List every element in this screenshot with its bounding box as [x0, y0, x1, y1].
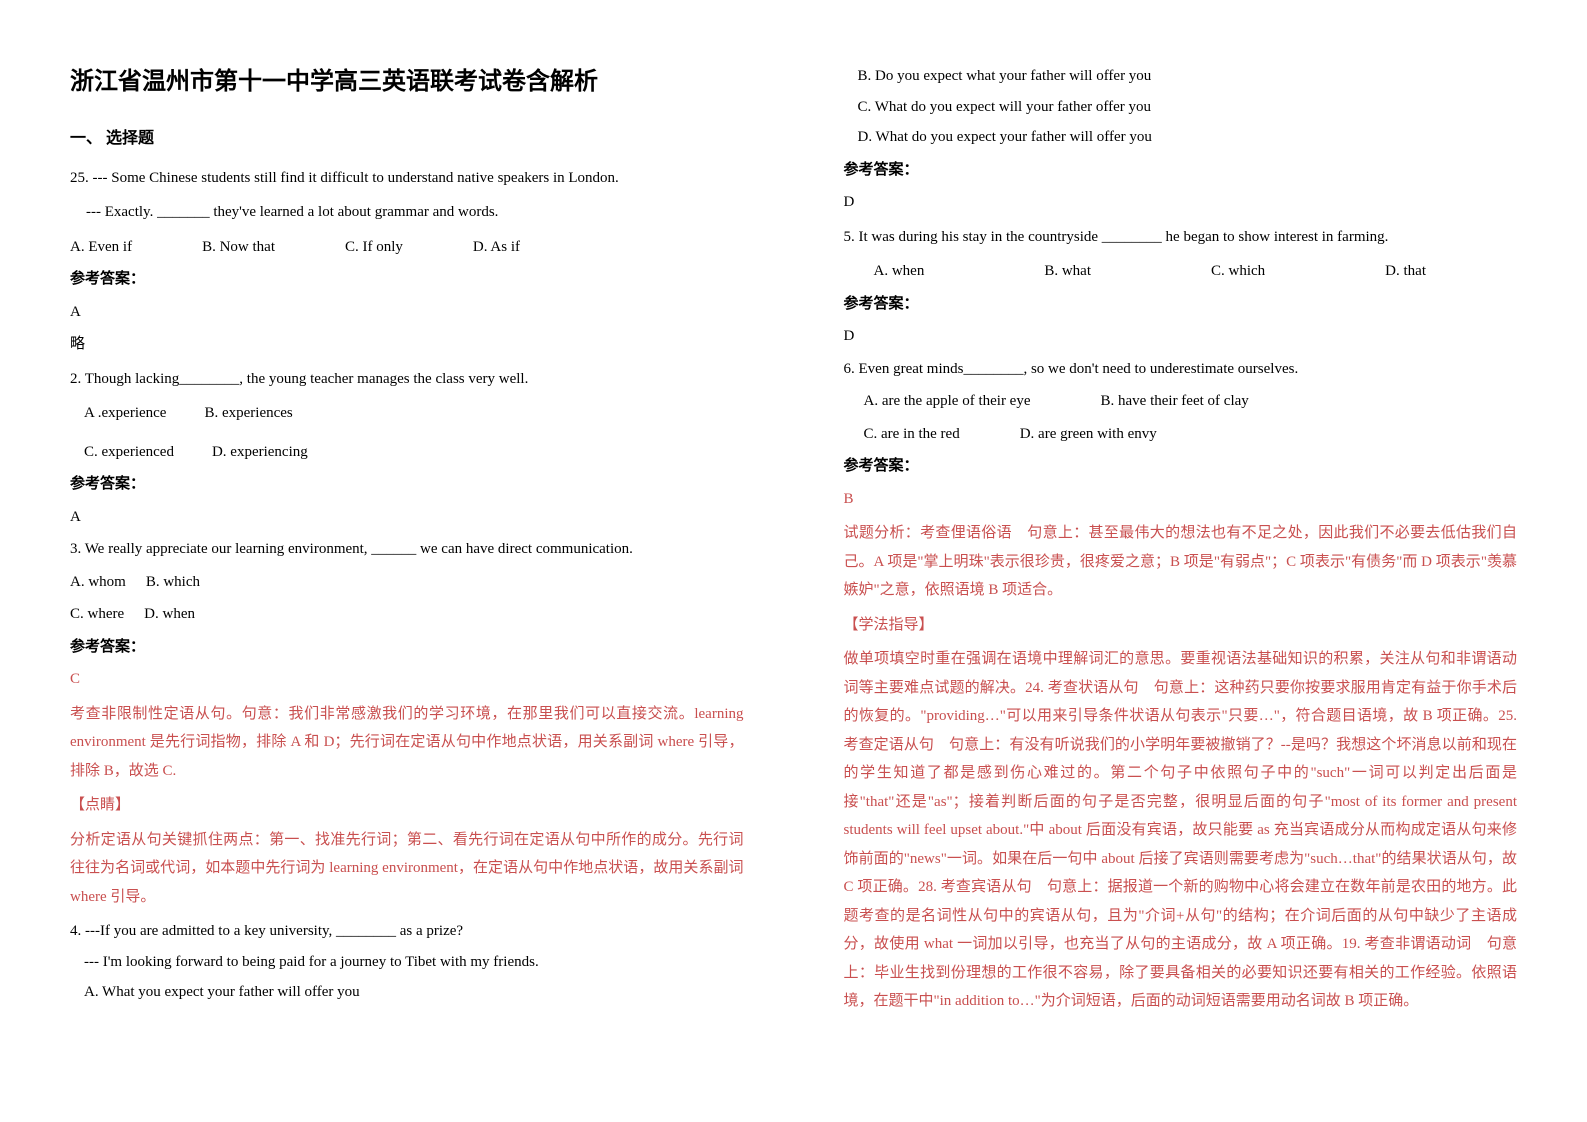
answer-label: 参考答案：	[844, 452, 1518, 481]
q3-option-b: B. which	[146, 568, 200, 597]
answer-label: 参考答案：	[70, 470, 744, 499]
q25-option-b: B. Now that	[202, 233, 275, 262]
q2-options-row1: A .experience B. experiences	[70, 399, 744, 428]
q4-stem: 4. ---If you are admitted to a key unive…	[70, 917, 744, 946]
q5-stem: 5. It was during his stay in the country…	[844, 223, 1518, 252]
q25-note: 略	[70, 330, 744, 359]
hint-label: 【点睛】	[70, 791, 744, 820]
q25-sub: --- Exactly. _______ they've learned a l…	[70, 198, 744, 227]
guide-label: 【学法指导】	[844, 611, 1518, 640]
q6-guide: 做单项填空时重在强调在语境中理解词汇的意思。要重视语法基础知识的积累，关注从句和…	[844, 645, 1518, 1016]
answer-label: 参考答案：	[70, 633, 744, 662]
q6-explanation: 试题分析：考查俚语俗语 句意上：甚至最伟大的想法也有不足之处，因此我们不必要去低…	[844, 519, 1518, 605]
q6-answer: B	[844, 485, 1518, 514]
q5-option-d: D. that	[1385, 257, 1426, 286]
q5-answer: D	[844, 322, 1518, 351]
q2-answer: A	[70, 503, 744, 532]
right-column: B. Do you expect what your father will o…	[794, 0, 1587, 1122]
q3-hint: 分析定语从句关键抓住两点：第一、找准先行词；第二、看先行词在定语从句中所作的成分…	[70, 826, 744, 912]
q5-option-b: B. what	[1044, 257, 1091, 286]
q3-stem: 3. We really appreciate our learning env…	[70, 535, 744, 564]
q3-options-row2: C. where D. when	[70, 600, 744, 629]
q3-option-d: D. when	[144, 600, 195, 629]
q6-option-d: D. are green with envy	[1020, 420, 1157, 449]
q2-option-d: D. experiencing	[212, 438, 308, 467]
answer-label: 参考答案：	[70, 265, 744, 294]
q4-option-c: C. What do you expect will your father o…	[844, 93, 1518, 122]
q6-stem: 6. Even great minds________, so we don't…	[844, 355, 1518, 384]
q25-options: A. Even if B. Now that C. If only D. As …	[70, 233, 744, 262]
q25-option-a: A. Even if	[70, 233, 132, 262]
q5-options: A. when B. what C. which D. that	[844, 257, 1518, 286]
q4-sub: --- I'm looking forward to being paid fo…	[70, 948, 744, 977]
q2-option-b: B. experiences	[204, 399, 292, 428]
q4-answer: D	[844, 188, 1518, 217]
q3-option-a: A. whom	[70, 568, 126, 597]
q5-option-a: A. when	[874, 257, 925, 286]
q3-option-c: C. where	[70, 600, 124, 629]
q4-option-a: A. What you expect your father will offe…	[70, 978, 744, 1007]
q2-stem: 2. Though lacking________, the young tea…	[70, 365, 744, 394]
q2-option-a: A .experience	[84, 399, 166, 428]
q25-option-c: C. If only	[345, 233, 403, 262]
q6-option-b: B. have their feet of clay	[1101, 387, 1249, 416]
q6-option-a: A. are the apple of their eye	[864, 387, 1031, 416]
q5-option-c: C. which	[1211, 257, 1265, 286]
q2-option-c: C. experienced	[84, 438, 174, 467]
q6-option-c: C. are in the red	[864, 420, 960, 449]
q4-option-d: D. What do you expect your father will o…	[844, 123, 1518, 152]
q25-answer: A	[70, 298, 744, 327]
section-heading: 一、 选择题	[70, 124, 744, 154]
q3-answer: C	[70, 665, 744, 694]
q25-stem: 25. --- Some Chinese students still find…	[70, 164, 744, 193]
q25-option-d: D. As if	[473, 233, 520, 262]
q3-options-row1: A. whom B. which	[70, 568, 744, 597]
q3-explanation: 考查非限制性定语从句。句意：我们非常感激我们的学习环境，在那里我们可以直接交流。…	[70, 700, 744, 786]
q4-option-b: B. Do you expect what your father will o…	[844, 62, 1518, 91]
doc-title: 浙江省温州市第十一中学高三英语联考试卷含解析	[70, 60, 744, 106]
answer-label: 参考答案：	[844, 156, 1518, 185]
answer-label: 参考答案：	[844, 290, 1518, 319]
left-column: 浙江省温州市第十一中学高三英语联考试卷含解析 一、 选择题 25. --- So…	[0, 0, 794, 1122]
q2-options-row2: C. experienced D. experiencing	[70, 438, 744, 467]
q6-options-row1: A. are the apple of their eye B. have th…	[844, 387, 1518, 416]
q6-options-row2: C. are in the red D. are green with envy	[844, 420, 1518, 449]
